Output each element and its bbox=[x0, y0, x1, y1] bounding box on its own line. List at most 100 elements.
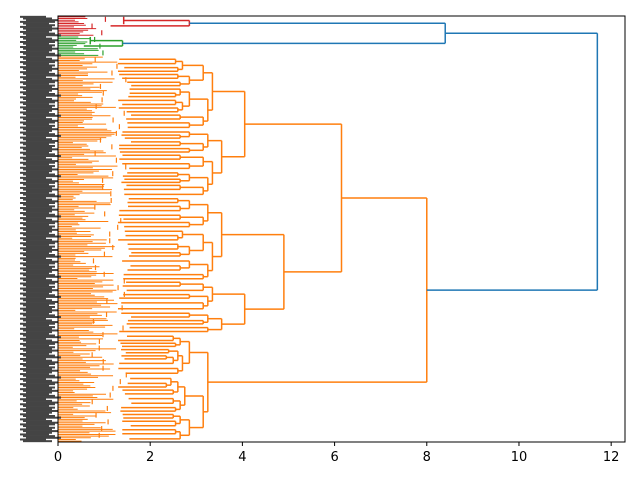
leaf-label-mark bbox=[20, 136, 46, 139]
leaf-label-mark bbox=[26, 235, 61, 238]
leaf-label-mark bbox=[20, 267, 52, 270]
leaf-label-mark bbox=[26, 426, 55, 429]
leaf-label-mark bbox=[26, 391, 52, 394]
leaf-label-mark bbox=[26, 210, 52, 213]
leaf-label-mark bbox=[23, 173, 55, 176]
x-tick-label: 8 bbox=[423, 450, 431, 465]
leaf-label-mark bbox=[26, 230, 52, 233]
leaf-label-mark bbox=[20, 433, 49, 436]
leaf-label-mark bbox=[20, 186, 52, 189]
leaf-label-mark bbox=[20, 413, 49, 416]
leaf-label-mark bbox=[26, 215, 61, 218]
leaf-label-mark bbox=[20, 368, 52, 371]
leaf-label-mark bbox=[20, 302, 55, 305]
leaf-label-mark bbox=[23, 98, 52, 101]
leaf-label-mark bbox=[26, 185, 55, 188]
leaf-label-mark bbox=[20, 317, 46, 320]
x-tick-label: 10 bbox=[511, 450, 528, 465]
leaf-label-mark bbox=[20, 403, 55, 406]
leaf-label-mark bbox=[20, 398, 46, 401]
leaf-label-mark bbox=[26, 255, 61, 258]
leaf-label-mark bbox=[23, 329, 58, 332]
leaf-label-mark bbox=[23, 248, 58, 251]
leaf-label-mark bbox=[26, 129, 52, 132]
leaf-label-mark bbox=[23, 415, 55, 418]
leaf-label-mark bbox=[23, 394, 55, 397]
leaf-label-mark bbox=[26, 240, 58, 243]
leaf-lines bbox=[58, 16, 127, 442]
leaf-label-mark bbox=[26, 114, 61, 117]
leaf-label-mark bbox=[26, 124, 55, 127]
leaf-label-mark bbox=[20, 393, 49, 396]
leaf-label-mark bbox=[26, 44, 55, 47]
leaf-label-mark bbox=[23, 440, 52, 443]
leaf-label-mark bbox=[23, 82, 49, 85]
leaf-label-mark bbox=[20, 146, 52, 149]
leaf-label-mark bbox=[26, 300, 58, 303]
leaf-label-mark bbox=[26, 175, 61, 178]
leaf-label-mark bbox=[26, 39, 58, 42]
leaf-label-mark bbox=[23, 168, 58, 171]
leaf-label-mark bbox=[26, 416, 61, 419]
leaf-label-mark bbox=[26, 245, 55, 248]
leaf-label-mark bbox=[26, 79, 58, 82]
leaf-label-mark bbox=[20, 307, 52, 310]
leaf-label-mark bbox=[23, 404, 49, 407]
leaf-label-mark bbox=[23, 72, 55, 75]
leaf-label-mark bbox=[20, 106, 52, 109]
leaf-label-mark bbox=[20, 408, 52, 411]
leaf-label-mark bbox=[23, 264, 49, 267]
leaf-label-mark bbox=[26, 144, 55, 147]
leaf-label-mark bbox=[26, 260, 58, 263]
leaf-label-mark bbox=[20, 322, 55, 325]
leaf-label-mark bbox=[20, 20, 55, 23]
leaf-label-mark bbox=[23, 103, 49, 106]
leaf-label-mark bbox=[23, 233, 55, 236]
leaf-label-mark bbox=[26, 290, 52, 293]
leaf-label-mark bbox=[23, 304, 49, 307]
leaf-label-mark bbox=[26, 134, 61, 137]
leaf-label-mark bbox=[26, 316, 61, 319]
leaf-label-mark bbox=[23, 243, 49, 246]
leaf-label-mark bbox=[26, 94, 61, 97]
leaf-label-mark bbox=[20, 388, 52, 391]
leaf-label-mark bbox=[23, 420, 52, 423]
leaf-label-mark bbox=[20, 76, 46, 79]
leaf-label-mark bbox=[20, 332, 49, 335]
leaf-label-mark bbox=[23, 218, 52, 221]
leaf-label-mark bbox=[23, 223, 49, 226]
leaf-label-mark bbox=[26, 305, 55, 308]
leaf-label-mark bbox=[20, 81, 55, 84]
leaf-label-mark bbox=[26, 155, 61, 158]
leaf-label-mark bbox=[26, 406, 55, 409]
x-tick-label: 2 bbox=[146, 450, 154, 465]
leaf-label-mark bbox=[20, 25, 52, 28]
leaf-label-mark bbox=[23, 128, 58, 131]
leaf-label-mark bbox=[20, 352, 49, 355]
leaf-label-mark bbox=[23, 208, 58, 211]
leaf-label-mark bbox=[20, 337, 46, 340]
leaf-label-mark bbox=[26, 280, 58, 283]
leaf-label-mark bbox=[23, 77, 52, 80]
leaf-label-mark bbox=[20, 217, 46, 220]
leaf-label-mark bbox=[20, 56, 46, 59]
leaf-label-mark bbox=[23, 183, 49, 186]
leaf-label-mark bbox=[26, 54, 61, 57]
leaf-label-mark bbox=[23, 269, 58, 272]
leaf-label-mark bbox=[23, 384, 49, 387]
leaf-label-mark bbox=[20, 51, 49, 54]
leaf-label-mark bbox=[26, 361, 58, 364]
leaf-label-mark bbox=[23, 163, 49, 166]
leaf-label-mark bbox=[26, 74, 61, 77]
leaf-label-mark bbox=[26, 180, 58, 183]
leaf-label-mark bbox=[26, 195, 61, 198]
leaf-label-mark bbox=[23, 92, 55, 95]
leaf-label-mark bbox=[23, 158, 52, 161]
leaf-label-mark bbox=[20, 232, 49, 235]
leaf-label-mark bbox=[23, 113, 55, 116]
leaf-label-mark bbox=[20, 297, 46, 300]
leaf-label-mark bbox=[23, 314, 55, 317]
leaf-label-mark bbox=[20, 227, 52, 230]
leaf-label-mark bbox=[23, 253, 55, 256]
